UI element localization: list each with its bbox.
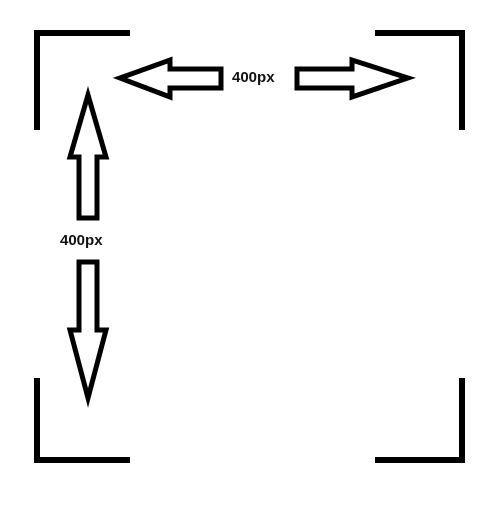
height-arrow-up: [66, 86, 110, 221]
corner-bracket-top-left: [34, 30, 130, 130]
width-arrow-left: [112, 56, 224, 101]
width-dimension-label: 400px: [232, 69, 275, 87]
corner-bracket-top-right: [375, 30, 465, 130]
height-dimension-label: 400px: [60, 232, 103, 250]
width-arrow-right: [294, 56, 416, 101]
height-arrow-down: [66, 259, 110, 408]
corner-bracket-bottom-right: [375, 378, 465, 463]
corner-bracket-bottom-left: [34, 378, 130, 463]
